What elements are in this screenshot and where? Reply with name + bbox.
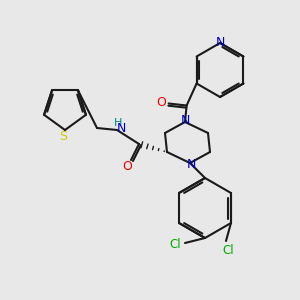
Text: Cl: Cl [222,244,234,257]
Text: N: N [180,113,190,127]
Text: N: N [116,122,126,136]
Text: O: O [122,160,132,173]
Text: H: H [114,118,122,128]
Text: S: S [59,130,67,142]
Text: N: N [215,35,225,49]
Text: O: O [157,96,166,109]
Text: N: N [186,158,196,172]
Text: Cl: Cl [169,238,181,251]
